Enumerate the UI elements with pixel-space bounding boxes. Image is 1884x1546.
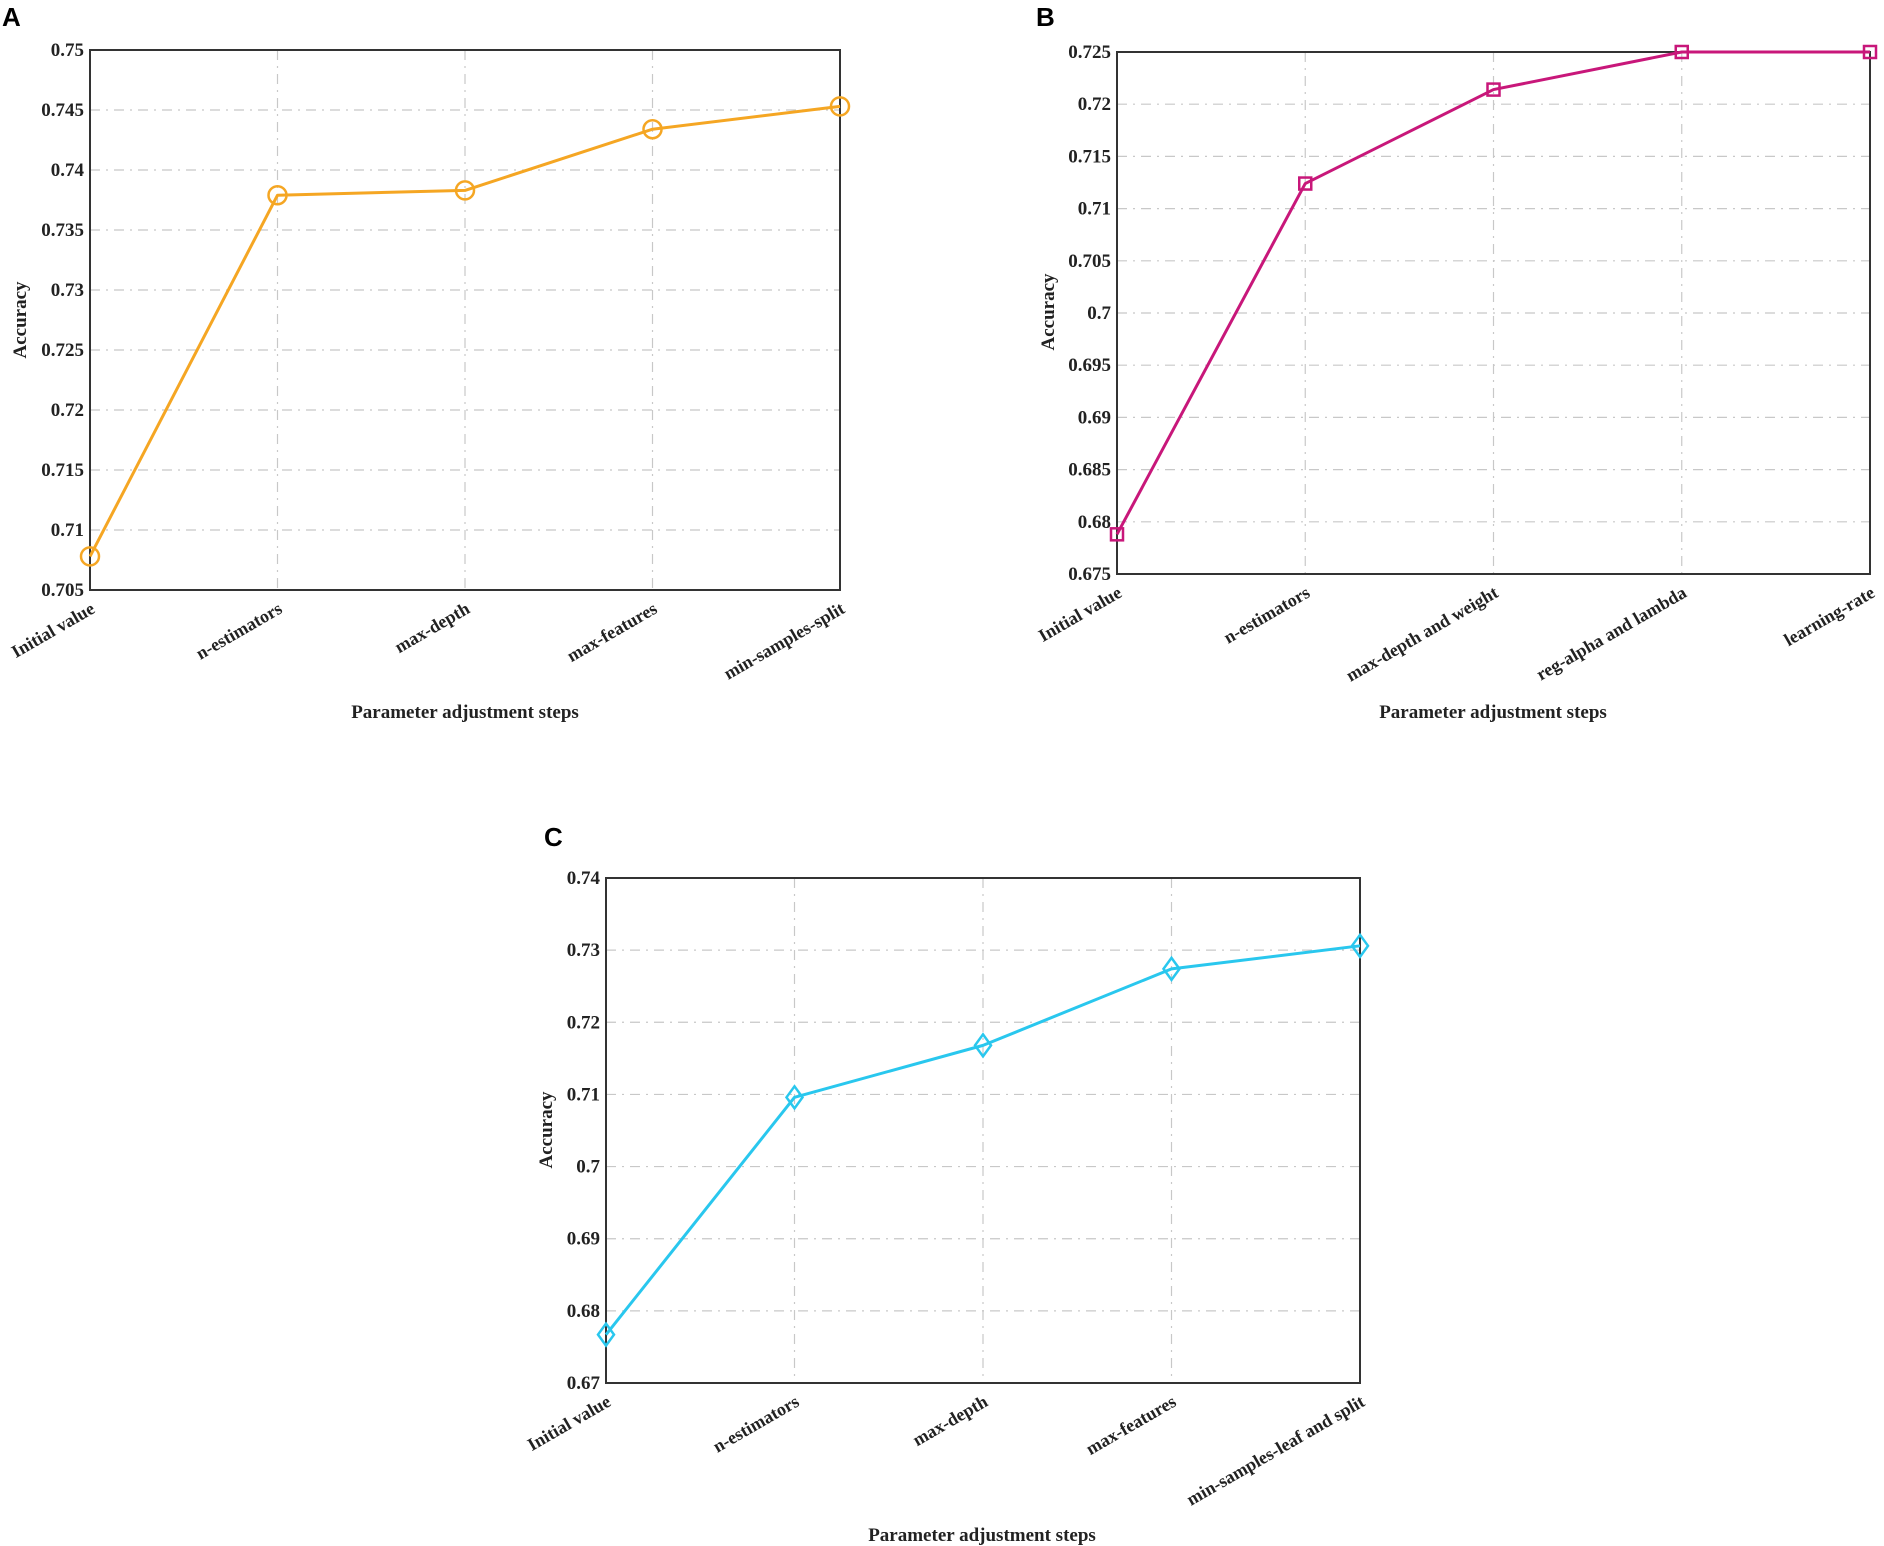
data-point-circle [267, 184, 288, 206]
y-tick-label: 0.69 [567, 1229, 600, 1250]
x-axis-label-a: Parameter adjustment steps [351, 702, 579, 723]
y-ticks-a: 0.705 0.71 0.715 0.72 0.725 0.73 0.735 0.74 0.74… [41, 40, 84, 601]
x-tick-label: max-depth and weight [1343, 582, 1502, 685]
data-point-circle [79, 546, 101, 567]
chart-panel-a: A 0.7050.710.7150.720.7250.730.7350.740.… [2, 2, 851, 723]
x-tick-label: Initial value [524, 1391, 614, 1455]
y-tick-label: 0.72 [567, 1012, 600, 1033]
y-tick-label: 0.695 [1068, 355, 1111, 376]
y-tick-label: 0.72 [51, 400, 84, 421]
data-point-circle [454, 180, 476, 201]
panel-letter-c: C [544, 822, 563, 852]
panel-letter-b: B [1036, 2, 1055, 32]
plot-frame-c [605, 877, 1361, 1384]
y-tick-label: 0.7 [576, 1157, 600, 1178]
x-axis-label-c: Parameter adjustment steps [868, 1525, 1096, 1546]
x-tick-label: learning-rate [1781, 582, 1878, 650]
y-tick-label: 0.71 [567, 1084, 600, 1105]
y-tick-label: 0.745 [41, 100, 84, 121]
plot-frame-b [1116, 51, 1871, 575]
data-point-diamond [784, 1084, 805, 1111]
data-point-circle [642, 118, 663, 140]
x-tick-label: n-estimators [709, 1391, 802, 1456]
grid-b [1117, 52, 1870, 574]
data-point-diamond [596, 1321, 616, 1348]
y-axis-label-a: Accuracy [10, 281, 31, 359]
y-tick-label: 0.715 [1068, 146, 1111, 167]
data-point-square [1862, 44, 1878, 60]
y-tick-label: 0.725 [1068, 42, 1111, 63]
data-point-square [1298, 176, 1313, 191]
y-tick-label: 0.67 [567, 1373, 601, 1394]
y-tick-label: 0.705 [41, 580, 84, 601]
y-tick-label: 0.74 [51, 160, 85, 181]
y-tick-label: 0.71 [1078, 199, 1111, 220]
y-tick-label: 0.675 [1068, 564, 1111, 585]
y-tick-label: 0.715 [41, 460, 84, 481]
y-ticks-b: 0.675 0.68 0.685 0.69 0.695 0.7 0.705 0.71 0.715… [1068, 42, 1111, 585]
y-tick-label: 0.68 [1078, 512, 1111, 533]
x-ticks-c: Initial value n-estimators max-depth max-fe… [524, 1391, 1368, 1509]
series-c [596, 932, 1370, 1348]
series-a [79, 96, 851, 567]
data-point-square [1486, 82, 1501, 97]
y-tick-label: 0.72 [1078, 94, 1111, 115]
x-tick-label: max-depth [391, 598, 473, 657]
x-tick-label: Initial value [1035, 582, 1125, 646]
x-ticks-b: Initial value n-estimators max-depth and w… [1035, 582, 1878, 685]
data-point-diamond [973, 1032, 993, 1059]
y-axis-label-c: Accuracy [536, 1091, 557, 1169]
y-tick-label: 0.71 [51, 520, 84, 541]
y-tick-label: 0.685 [1068, 460, 1111, 481]
y-axis-label-b: Accuracy [1038, 273, 1059, 351]
y-tick-label: 0.73 [51, 280, 84, 301]
y-tick-label: 0.75 [51, 40, 84, 61]
x-tick-label: min-samples-leaf and split [1183, 1391, 1368, 1509]
x-tick-label: reg-alpha and lambda [1533, 582, 1690, 684]
x-axis-label-b: Parameter adjustment steps [1379, 702, 1607, 723]
y-tick-label: 0.74 [567, 868, 601, 889]
grid-a [90, 50, 840, 590]
x-tick-label: Initial value [8, 598, 98, 662]
y-tick-label: 0.73 [567, 940, 600, 961]
series-b [1109, 44, 1878, 542]
data-point-diamond [1161, 955, 1182, 983]
y-tick-label: 0.68 [567, 1301, 600, 1322]
plot-frame-a [89, 49, 841, 591]
y-tick-label: 0.725 [41, 340, 84, 361]
y-tick-label: 0.69 [1078, 407, 1111, 428]
x-tick-label: n-estimators [192, 598, 285, 663]
data-point-square [1674, 44, 1689, 60]
y-tick-label: 0.735 [41, 220, 84, 241]
series-line [88, 104, 841, 558]
x-tick-label: max-features [563, 598, 660, 666]
data-point-square [1109, 527, 1125, 542]
series-line [604, 944, 1361, 1336]
chart-panel-b: B 0.675 0.68 0.685 0.69 0.695 0.7 0.705 0.71 0.7… [1035, 2, 1878, 723]
x-ticks-a: Initial value n-estimators max-depth max-fe… [8, 598, 848, 683]
chart-panel-c: C 0.67 0.68 0.69 0.7 0.71 0.72 0.73 0.74 Initia… [524, 822, 1370, 1546]
y-ticks-c: 0.67 0.68 0.69 0.7 0.71 0.72 0.73 0.74 [567, 868, 601, 1394]
panel-letter-a: A [2, 2, 21, 32]
y-tick-label: 0.705 [1068, 251, 1111, 272]
x-tick-label: min-samples-split [720, 598, 848, 683]
x-tick-label: max-depth [909, 1391, 991, 1450]
series-line [1115, 50, 1870, 536]
y-tick-label: 0.7 [1087, 303, 1111, 324]
data-point-diamond [1350, 932, 1370, 959]
x-tick-label: n-estimators [1220, 582, 1313, 647]
x-tick-label: max-features [1082, 1391, 1179, 1459]
grid-c [606, 878, 1360, 1383]
data-point-circle [829, 96, 851, 117]
